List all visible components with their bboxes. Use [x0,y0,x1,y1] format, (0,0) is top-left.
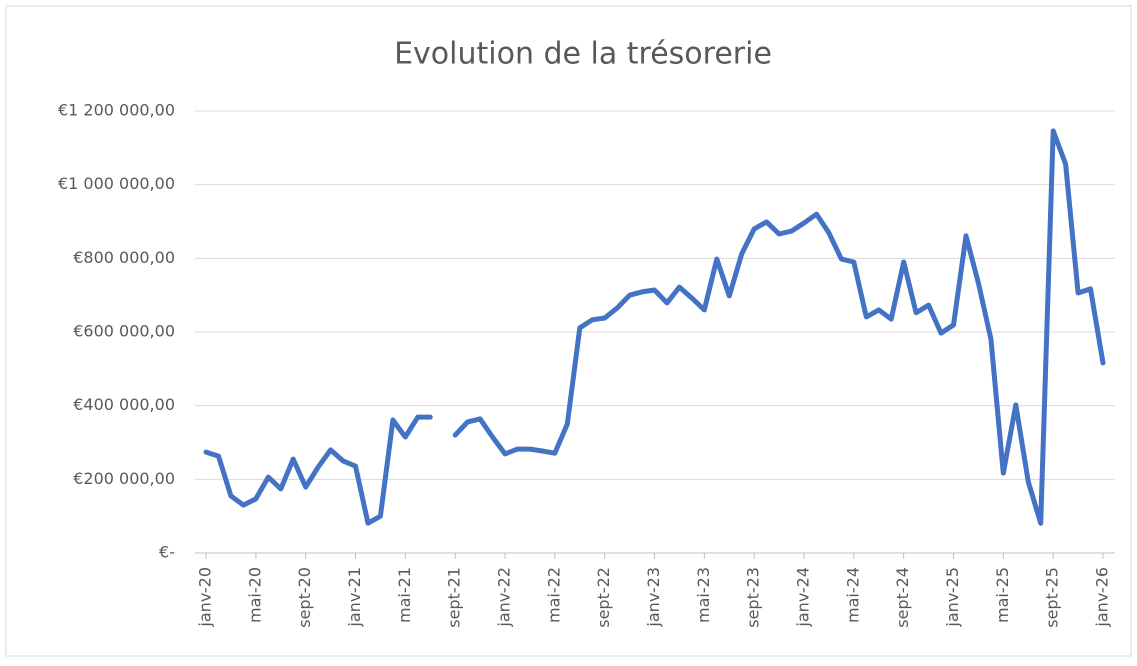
x-tick-label: janv-20 [196,567,215,628]
x-tick-label: janv-26 [1093,567,1112,628]
x-tick-label: janv-24 [794,567,813,628]
x-tick-label: sept-21 [445,567,464,628]
y-tick-label: €1 000 000,00 [58,174,175,193]
x-tick-label: mai-22 [544,567,563,623]
x-tick-label: janv-23 [644,567,663,628]
x-tick-label: janv-21 [345,567,364,628]
y-tick-label: €200 000,00 [73,469,175,488]
x-tick-label: mai-24 [843,567,862,623]
chart-title: Evolution de la trésorerie [394,37,772,72]
x-tick-label: janv-22 [495,567,514,628]
x-tick-label: mai-25 [993,567,1012,623]
x-tick-label: mai-21 [395,567,414,623]
y-tick-label: €1 200 000,00 [58,101,175,120]
x-tick-label: mai-20 [245,567,264,623]
x-tick-label: sept-23 [744,567,763,628]
y-tick-label: €800 000,00 [73,248,175,267]
x-tick-label: sept-25 [1043,567,1062,628]
y-tick-label: €600 000,00 [73,322,175,341]
y-tick-label: €- [159,543,175,562]
data-line [203,128,1106,526]
x-tick-label: sept-22 [594,567,613,628]
x-tick-label: sept-20 [295,567,314,628]
y-tick-label: €400 000,00 [73,395,175,414]
x-tick-label: mai-23 [694,567,713,623]
x-tick-label: sept-24 [893,567,912,628]
x-tick-label: janv-25 [943,567,962,628]
